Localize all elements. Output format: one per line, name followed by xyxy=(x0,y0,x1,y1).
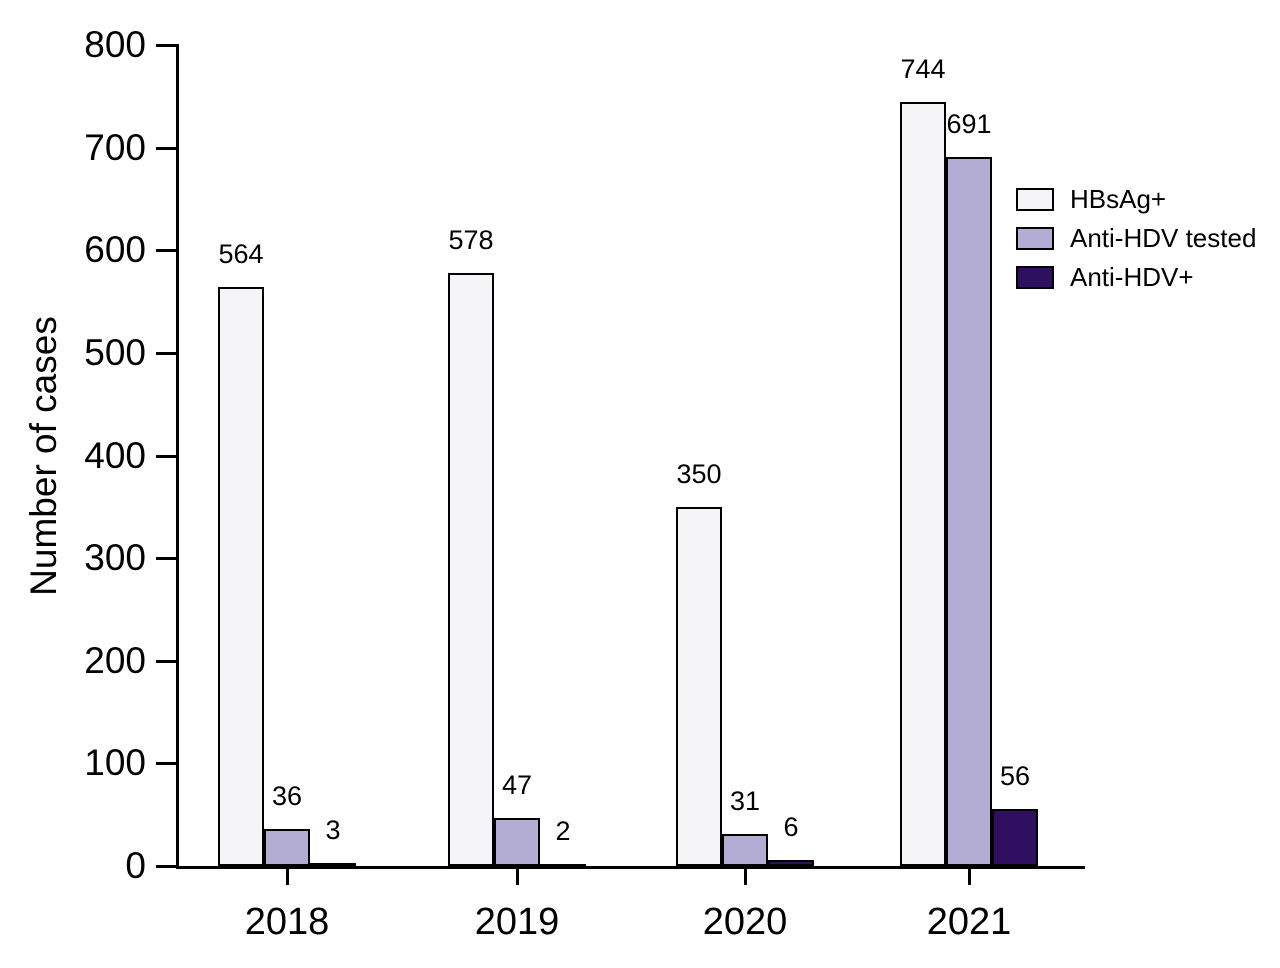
bar-2018-s1 xyxy=(264,829,310,866)
y-tick xyxy=(156,454,176,458)
bar-2020-s2 xyxy=(768,859,814,866)
y-tick xyxy=(156,865,176,868)
x-tick xyxy=(285,869,289,885)
legend-item-hbsag: HBsAg+ xyxy=(1016,184,1256,214)
y-tick-label: 400 xyxy=(84,434,146,476)
bar-value-label: 3 xyxy=(325,814,341,845)
legend-swatch-anti-hdv-tested-icon xyxy=(1016,226,1054,250)
legend-item-anti-hdv-positive: Anti-HDV+ xyxy=(1016,262,1256,292)
bar-value-label: 56 xyxy=(999,760,1031,791)
legend-swatch-hbsag-icon xyxy=(1016,187,1054,211)
bar-value-label: 744 xyxy=(900,54,946,85)
bar-2019-s2 xyxy=(540,863,586,868)
x-tick-label: 2018 xyxy=(244,901,330,943)
bar-value-label: 691 xyxy=(946,108,992,139)
legend-label-hbsag: HBsAg+ xyxy=(1070,184,1167,214)
x-tick xyxy=(743,869,747,885)
bar-2019-s0 xyxy=(448,272,494,866)
bar-2018-s0 xyxy=(218,287,264,866)
bar-2019-s1 xyxy=(494,817,540,866)
y-tick xyxy=(156,659,176,663)
legend-swatch-anti-hdv-positive-icon xyxy=(1016,265,1054,289)
bar-value-label: 2 xyxy=(555,815,571,846)
y-tick xyxy=(156,249,176,253)
legend-label-anti-hdv-tested: Anti-HDV tested xyxy=(1070,223,1257,253)
y-tick-label: 500 xyxy=(84,331,146,373)
y-tick xyxy=(156,762,176,766)
x-tick-label: 2019 xyxy=(474,901,560,943)
y-tick xyxy=(156,351,176,355)
y-tick xyxy=(156,146,176,150)
y-tick xyxy=(156,557,176,561)
y-tick-label: 700 xyxy=(84,126,146,168)
bar-value-label: 564 xyxy=(218,239,264,270)
x-axis-line xyxy=(176,866,1085,869)
legend: HBsAg+ Anti-HDV tested Anti-HDV+ xyxy=(1016,184,1257,304)
bar-2021-s1 xyxy=(946,156,992,866)
bar-2021-s0 xyxy=(900,102,946,866)
y-tick-label: 800 xyxy=(84,24,146,65)
y-axis-line xyxy=(176,44,179,869)
legend-label-anti-hdv-positive: Anti-HDV+ xyxy=(1070,262,1194,292)
bar-value-label: 578 xyxy=(448,224,494,255)
legend-item-anti-hdv-tested: Anti-HDV tested xyxy=(1016,223,1257,253)
y-tick xyxy=(156,44,176,47)
bar-2020-s1 xyxy=(722,834,768,866)
bar-2020-s0 xyxy=(676,506,722,866)
bar-value-label: 36 xyxy=(271,781,303,812)
bar-value-label: 6 xyxy=(783,811,799,842)
x-tick xyxy=(967,869,971,885)
bar-2021-s2 xyxy=(992,808,1038,866)
bar-value-label: 350 xyxy=(676,458,722,489)
y-tick-label: 100 xyxy=(84,742,146,784)
y-tick-label: 600 xyxy=(84,229,146,271)
x-tick-label: 2021 xyxy=(926,901,1012,943)
bar-value-label: 47 xyxy=(501,769,533,800)
bar-2018-s2 xyxy=(310,862,356,867)
y-tick-label: 200 xyxy=(84,639,146,681)
bar-value-label: 31 xyxy=(729,786,761,817)
y-tick-label: 300 xyxy=(84,537,146,579)
x-tick xyxy=(515,869,519,885)
x-tick-label: 2020 xyxy=(702,901,788,943)
y-tick-label: 0 xyxy=(125,845,146,886)
